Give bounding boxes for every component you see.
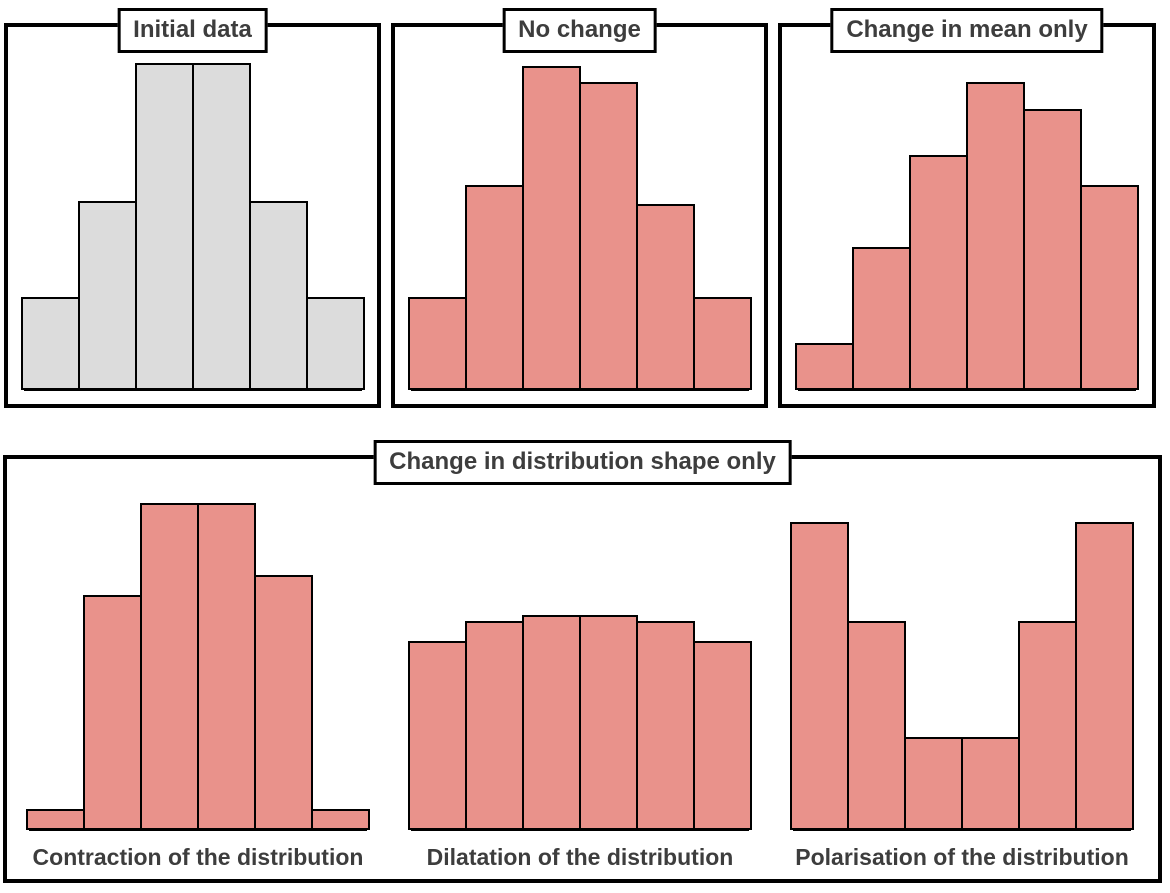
histogram-bar (1023, 109, 1082, 390)
histogram-bar (254, 575, 313, 830)
histogram-bar (1075, 522, 1134, 830)
histogram-initial-data (20, 60, 365, 390)
histogram-bar (904, 737, 963, 830)
histogram-contraction (26, 500, 370, 830)
histogram-wrap-change-in-mean (795, 60, 1139, 391)
histogram-bar (790, 522, 849, 830)
histogram-bar (248, 201, 308, 390)
x-axis-line (411, 828, 749, 831)
histogram-bar (966, 82, 1025, 390)
histogram-bar (26, 809, 85, 830)
histogram-bar (909, 155, 968, 390)
histogram-bar (464, 185, 524, 390)
histogram-bar (522, 615, 581, 830)
panel-title-box-no-change: No change (502, 8, 657, 53)
panel-title-shape-change: Change in distribution shape only (389, 448, 776, 475)
subfigure-polarisation: Polarisation of the distribution (790, 500, 1134, 871)
histogram-polarisation (790, 500, 1134, 830)
histogram-bar (20, 297, 80, 390)
histogram-bar (311, 809, 370, 830)
x-axis-line (793, 828, 1131, 831)
caption-contraction: Contraction of the distribution (32, 844, 364, 870)
histogram-bar (407, 297, 467, 390)
histogram-bar (847, 621, 906, 830)
panel-title-change-in-mean: Change in mean only (846, 16, 1088, 43)
histogram-bar (579, 615, 638, 830)
histogram-bar (305, 297, 365, 390)
histogram-change-in-mean (795, 60, 1139, 390)
subfigure-contraction: Contraction of the distribution (26, 500, 370, 871)
x-axis-line (23, 388, 362, 391)
panel-title-box-shape-change: Change in distribution shape only (373, 440, 792, 485)
x-axis-line (29, 828, 367, 831)
histogram-bar (197, 503, 256, 830)
histogram-bar (692, 297, 752, 390)
panel-change-in-mean: Change in mean only (778, 8, 1156, 408)
histogram-dilatation (408, 500, 752, 830)
x-axis-line (798, 388, 1136, 391)
histogram-no-change (407, 60, 752, 390)
panel-title-initial-data: Initial data (133, 16, 252, 43)
histogram-bar (465, 621, 524, 830)
histogram-bar (1018, 621, 1077, 830)
histogram-bar (635, 204, 695, 390)
histogram-bar (83, 595, 142, 830)
subfigure-dilatation: Dilatation of the distribution (408, 500, 752, 871)
panel-shape-change: Change in distribution shape only Contra… (3, 440, 1162, 883)
histogram-wrap-no-change (407, 60, 752, 391)
panel-no-change: No change (391, 8, 768, 408)
histogram-bar (961, 737, 1020, 830)
histogram-bar (521, 66, 581, 390)
histogram-wrap-initial-data (20, 60, 365, 391)
histogram-bar (852, 247, 911, 390)
histogram-bar (191, 63, 251, 390)
panel-title-no-change: No change (518, 16, 641, 43)
histogram-bar (408, 641, 467, 830)
histogram-bar (795, 343, 854, 390)
histogram-bar (134, 63, 194, 390)
x-axis-line (410, 388, 749, 391)
histogram-bar (1080, 185, 1139, 390)
caption-polarisation: Polarisation of the distribution (795, 844, 1129, 870)
caption-dilatation: Dilatation of the distribution (426, 844, 734, 870)
histogram-bar (140, 503, 199, 830)
histogram-bar (578, 82, 638, 390)
histogram-bar (77, 201, 137, 390)
histogram-bar (693, 641, 752, 830)
panel-title-box-initial-data: Initial data (117, 8, 268, 53)
panel-initial-data: Initial data (4, 8, 381, 408)
histogram-bar (636, 621, 695, 830)
panel-title-box-change-in-mean: Change in mean only (830, 8, 1104, 53)
